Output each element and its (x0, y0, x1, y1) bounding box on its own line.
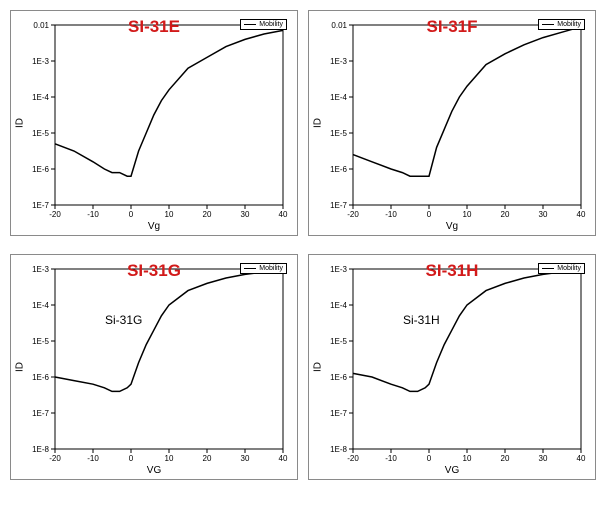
data-series (55, 270, 283, 392)
chart-svg: -20 -10 0 10 20 30 40 1E-8 1E-7 1E-6 1E-5 1E-4 1E-3 S… (313, 259, 591, 477)
svg-text:-20: -20 (49, 210, 61, 219)
chart-panel: SI-31F Mobility ID Vg -20 -10 0 10 20 30 40 1E-7 1E-… (308, 10, 596, 236)
svg-text:1E-3: 1E-3 (32, 265, 49, 274)
chart-title: SI-31F (426, 17, 477, 37)
svg-text:40: 40 (577, 210, 586, 219)
chart-title: SI-31E (128, 17, 180, 37)
svg-text:-10: -10 (385, 210, 397, 219)
svg-text:1E-6: 1E-6 (330, 373, 347, 382)
svg-text:-10: -10 (87, 210, 99, 219)
inner-label: Si-31H (403, 313, 440, 327)
svg-text:0: 0 (129, 454, 134, 463)
svg-text:30: 30 (539, 210, 548, 219)
svg-text:30: 30 (241, 454, 250, 463)
svg-text:1E-8: 1E-8 (330, 445, 347, 454)
x-axis-label: VG (445, 465, 459, 476)
svg-text:20: 20 (501, 454, 510, 463)
data-series (353, 270, 581, 392)
legend-label: Mobility (259, 21, 283, 28)
svg-text:40: 40 (577, 454, 586, 463)
y-axis-label: ID (313, 118, 324, 128)
svg-text:1E-5: 1E-5 (330, 337, 347, 346)
y-axis-label: ID (313, 362, 324, 372)
svg-text:1E-3: 1E-3 (330, 265, 347, 274)
svg-text:1E-4: 1E-4 (330, 301, 347, 310)
chart-svg: -20 -10 0 10 20 30 40 1E-7 1E-6 1E-5 1E-4 1E-3 0.01 (15, 15, 293, 233)
svg-text:-20: -20 (49, 454, 61, 463)
svg-text:0: 0 (129, 210, 134, 219)
chart-title: SI-31H (426, 261, 479, 281)
svg-text:1E-4: 1E-4 (32, 301, 49, 310)
svg-text:1E-7: 1E-7 (32, 409, 49, 418)
chart-legend: Mobility (240, 19, 287, 30)
svg-text:10: 10 (165, 454, 174, 463)
legend-label: Mobility (557, 265, 581, 272)
svg-text:20: 20 (501, 210, 510, 219)
chart-grid: SI-31E Mobility ID Vg -20 -10 0 10 20 30 40 1E-7 1E-… (10, 10, 588, 480)
svg-text:40: 40 (279, 454, 288, 463)
chart-svg: -20 -10 0 10 20 30 40 1E-7 1E-6 1E-5 1E-4 1E-3 0.01 (313, 15, 591, 233)
svg-text:10: 10 (463, 454, 472, 463)
y-axis-label: ID (15, 118, 26, 128)
svg-text:0: 0 (427, 210, 432, 219)
svg-text:30: 30 (241, 210, 250, 219)
svg-text:1E-5: 1E-5 (32, 129, 49, 138)
svg-text:30: 30 (539, 454, 548, 463)
svg-text:1E-6: 1E-6 (32, 373, 49, 382)
svg-text:20: 20 (203, 210, 212, 219)
chart-title: SI-31G (127, 261, 181, 281)
legend-label: Mobility (557, 21, 581, 28)
inner-label: Si-31G (105, 313, 142, 327)
svg-text:1E-7: 1E-7 (330, 409, 347, 418)
svg-text:1E-6: 1E-6 (32, 165, 49, 174)
chart-legend: Mobility (538, 19, 585, 30)
svg-text:10: 10 (165, 210, 174, 219)
data-series (353, 27, 581, 176)
svg-text:1E-5: 1E-5 (330, 129, 347, 138)
chart-panel: SI-31G Mobility ID VG -20 -10 0 10 20 30 40 1E-8 1E-… (10, 254, 298, 480)
svg-text:20: 20 (203, 454, 212, 463)
svg-text:0.01: 0.01 (33, 21, 49, 30)
svg-text:1E-5: 1E-5 (32, 337, 49, 346)
svg-text:-20: -20 (347, 210, 359, 219)
x-axis-label: Vg (446, 221, 458, 232)
svg-text:1E-4: 1E-4 (330, 93, 347, 102)
svg-text:-10: -10 (385, 454, 397, 463)
svg-text:-10: -10 (87, 454, 99, 463)
chart-svg: -20 -10 0 10 20 30 40 1E-8 1E-7 1E-6 1E-5 1E-4 1E-3 S… (15, 259, 293, 477)
chart-legend: Mobility (240, 263, 287, 274)
chart-legend: Mobility (538, 263, 585, 274)
y-axis-label: ID (15, 362, 26, 372)
svg-text:10: 10 (463, 210, 472, 219)
data-series (55, 30, 283, 176)
svg-text:1E-7: 1E-7 (32, 201, 49, 210)
svg-text:0: 0 (427, 454, 432, 463)
svg-text:1E-3: 1E-3 (32, 57, 49, 66)
svg-text:40: 40 (279, 210, 288, 219)
x-axis-label: VG (147, 465, 161, 476)
svg-text:1E-4: 1E-4 (32, 93, 49, 102)
svg-text:1E-8: 1E-8 (32, 445, 49, 454)
chart-panel: SI-31H Mobility ID VG -20 -10 0 10 20 30 40 1E-8 1E-… (308, 254, 596, 480)
svg-text:0.01: 0.01 (331, 21, 347, 30)
svg-text:1E-3: 1E-3 (330, 57, 347, 66)
svg-text:1E-6: 1E-6 (330, 165, 347, 174)
legend-label: Mobility (259, 265, 283, 272)
svg-text:-20: -20 (347, 454, 359, 463)
svg-text:1E-7: 1E-7 (330, 201, 347, 210)
x-axis-label: Vg (148, 221, 160, 232)
chart-panel: SI-31E Mobility ID Vg -20 -10 0 10 20 30 40 1E-7 1E-… (10, 10, 298, 236)
